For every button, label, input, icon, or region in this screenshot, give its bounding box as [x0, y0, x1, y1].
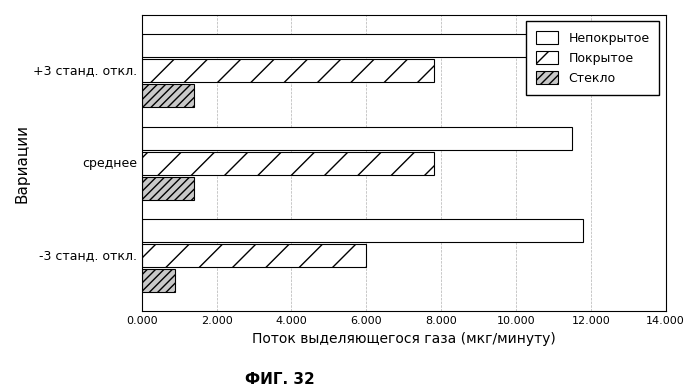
Bar	[142, 126, 572, 150]
Bar	[142, 269, 176, 293]
Legend: Непокрытое, Покрытое, Стекло: Непокрытое, Покрытое, Стекло	[526, 21, 659, 95]
Bar	[142, 84, 194, 107]
Bar	[142, 34, 572, 57]
Bar	[142, 59, 433, 82]
Bar	[142, 219, 583, 242]
Bar	[142, 177, 194, 200]
Bar	[142, 244, 366, 267]
Y-axis label: Вариации: Вариации	[15, 124, 30, 203]
Bar	[142, 152, 433, 175]
X-axis label: Поток выделяющегося газа (мкг/минуту): Поток выделяющегося газа (мкг/минуту)	[252, 332, 556, 346]
Text: ФИГ. 32: ФИГ. 32	[245, 372, 315, 387]
